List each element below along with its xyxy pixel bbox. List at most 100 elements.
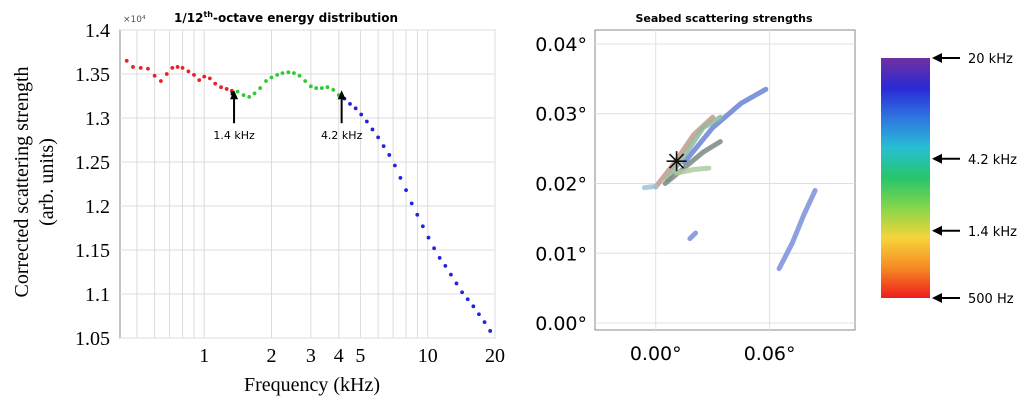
center-asterisk-marker xyxy=(666,151,687,172)
left-x-tick-label: 5 xyxy=(355,345,365,367)
left-x-tick-label: 3 xyxy=(306,345,316,367)
left-data-point xyxy=(426,235,431,240)
left-data-point xyxy=(319,86,324,90)
left-data-point xyxy=(325,85,330,90)
left-data-point xyxy=(219,85,223,90)
left-title-sup: th xyxy=(203,10,213,19)
left-plot-frame xyxy=(119,29,496,339)
left-data-point xyxy=(364,119,369,124)
left-x-axis-label: Frequency (kHz) xyxy=(244,374,380,396)
seabed-scattering-chart: Seabed scattering strengths 0.00°0.01°0.… xyxy=(535,12,856,365)
left-chart-title: 1/12th-octave energy distribution xyxy=(174,10,398,25)
left-data-point xyxy=(146,66,150,71)
left-data-point xyxy=(235,89,240,94)
left-data-point xyxy=(202,74,207,79)
right-x-tick-labels: 0.00° 0.06° xyxy=(630,343,796,365)
left-x-tick-label: 1 xyxy=(199,345,209,367)
left-data-point xyxy=(158,79,163,83)
left-data-point xyxy=(387,153,392,157)
annotation-arrow-head xyxy=(230,90,239,100)
right-y-tick-label: 0.03° xyxy=(535,104,587,126)
left-data-point xyxy=(415,212,420,217)
left-data-point xyxy=(398,175,403,180)
left-data-point xyxy=(258,86,263,90)
colorbar-arrow-head xyxy=(932,53,942,63)
energy-distribution-chart: 1/12th-octave energy distribution ×10⁴ 1… xyxy=(11,10,505,396)
left-data-point xyxy=(286,70,291,75)
scattering-track xyxy=(641,183,659,191)
left-data-point xyxy=(488,329,493,333)
colorbar-labels: 20 kHz 4.2 kHz 1.4 kHz 500 Hz xyxy=(932,52,1017,307)
colorbar-label: 500 Hz xyxy=(968,292,1014,307)
left-data-point xyxy=(138,65,143,70)
left-x-tick-label: 20 xyxy=(485,345,505,367)
scattering-track xyxy=(674,165,712,176)
y-multiplier: ×10⁴ xyxy=(123,15,146,25)
left-data-point xyxy=(170,65,175,70)
right-grid xyxy=(595,30,855,330)
colorbar-arrow-head xyxy=(932,225,942,236)
left-data-point xyxy=(269,75,274,80)
left-y-axis-label-line1: Corrected scattering strength xyxy=(11,66,33,297)
left-data-point xyxy=(331,87,336,92)
left-data-point xyxy=(449,272,453,277)
left-data-point xyxy=(207,76,212,81)
left-y-tick-label: 1.35 xyxy=(75,64,110,86)
left-data-point xyxy=(381,144,386,149)
right-y-tick-label: 0.02° xyxy=(535,173,587,195)
left-data-point xyxy=(152,73,157,78)
right-y-tick-label: 0.01° xyxy=(535,243,587,265)
right-y-tick-label: 0.04° xyxy=(535,34,587,56)
annotation-label: 1.4 kHz xyxy=(213,129,255,142)
left-grid xyxy=(120,29,496,339)
left-y-tick-label: 1.2 xyxy=(85,196,110,218)
left-data-point xyxy=(186,69,191,74)
left-data-points xyxy=(124,58,493,333)
left-data-point xyxy=(460,290,464,295)
left-data-point xyxy=(213,81,218,86)
colorbar-label: 4.2 kHz xyxy=(968,153,1017,168)
right-y-tick-labels: 0.00° 0.01° 0.02° 0.03° 0.04° xyxy=(535,34,587,335)
left-black-marker xyxy=(230,91,235,96)
left-data-point xyxy=(376,135,381,140)
left-data-point xyxy=(392,163,397,168)
left-y-tick-label: 1.25 xyxy=(75,152,110,174)
left-y-axis-label-line2: (arb. units) xyxy=(36,138,58,226)
right-x-tick-label: 0.00° xyxy=(630,343,682,365)
left-data-point xyxy=(247,94,252,99)
left-data-point xyxy=(224,87,229,91)
right-x-tick-label: 0.06° xyxy=(744,343,796,365)
right-tracks xyxy=(641,86,818,272)
left-data-point xyxy=(308,84,313,89)
colorbar-arrow-head xyxy=(932,293,942,303)
left-annotations: 1.4 kHz 4.2 kHz xyxy=(213,90,363,142)
colorbar-label: 1.4 kHz xyxy=(968,225,1017,240)
left-y-tick-label: 1.3 xyxy=(85,108,110,130)
left-data-point xyxy=(197,78,202,83)
left-x-tick-label: 10 xyxy=(418,345,438,367)
left-data-point xyxy=(404,188,408,193)
left-title-main: 1/12 xyxy=(174,11,203,25)
left-data-point xyxy=(303,79,308,83)
left-x-tick-labels: 1 2 3 4 5 10 20 xyxy=(199,345,505,367)
annotation-label: 4.2 kHz xyxy=(321,129,363,142)
annotation-arrow-head xyxy=(337,90,346,100)
scattering-track xyxy=(776,188,818,272)
left-data-point xyxy=(131,65,135,69)
left-data-point xyxy=(353,106,358,111)
left-y-tick-label: 1.15 xyxy=(75,240,110,262)
right-chart-title: Seabed scattering strengths xyxy=(635,12,813,25)
left-y-tick-label: 1.05 xyxy=(75,328,110,350)
left-data-point xyxy=(192,72,196,77)
scattering-track xyxy=(662,139,723,186)
left-data-point xyxy=(252,91,257,96)
left-data-point xyxy=(124,58,129,63)
left-data-point xyxy=(280,71,285,76)
left-data-point xyxy=(482,320,487,325)
right-y-tick-label: 0.00° xyxy=(535,313,587,335)
scattering-track xyxy=(664,114,723,183)
left-data-point xyxy=(175,65,180,69)
colorbar-arrow-head xyxy=(932,153,942,164)
left-y-tick-labels: 1.4 1.35 1.3 1.25 1.2 1.15 1.1 1.05 xyxy=(75,20,110,350)
